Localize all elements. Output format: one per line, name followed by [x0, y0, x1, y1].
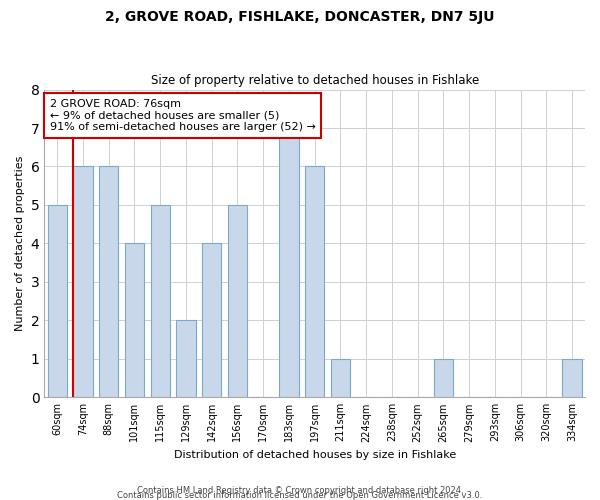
- Y-axis label: Number of detached properties: Number of detached properties: [15, 156, 25, 331]
- Bar: [562, 359, 582, 398]
- Text: 2, GROVE ROAD, FISHLAKE, DONCASTER, DN7 5JU: 2, GROVE ROAD, FISHLAKE, DONCASTER, DN7 …: [105, 10, 495, 24]
- Bar: [331, 359, 350, 398]
- Bar: [47, 205, 67, 398]
- Bar: [151, 205, 170, 398]
- Bar: [305, 166, 325, 398]
- Bar: [99, 166, 118, 398]
- Text: Contains public sector information licensed under the Open Government Licence v3: Contains public sector information licen…: [118, 490, 482, 500]
- Bar: [202, 244, 221, 398]
- X-axis label: Distribution of detached houses by size in Fishlake: Distribution of detached houses by size …: [173, 450, 456, 460]
- Text: 2 GROVE ROAD: 76sqm
← 9% of detached houses are smaller (5)
91% of semi-detached: 2 GROVE ROAD: 76sqm ← 9% of detached hou…: [50, 99, 316, 132]
- Bar: [176, 320, 196, 398]
- Bar: [434, 359, 453, 398]
- Bar: [73, 166, 92, 398]
- Bar: [279, 128, 299, 398]
- Text: Contains HM Land Registry data © Crown copyright and database right 2024.: Contains HM Land Registry data © Crown c…: [137, 486, 463, 495]
- Bar: [125, 244, 144, 398]
- Title: Size of property relative to detached houses in Fishlake: Size of property relative to detached ho…: [151, 74, 479, 87]
- Bar: [228, 205, 247, 398]
